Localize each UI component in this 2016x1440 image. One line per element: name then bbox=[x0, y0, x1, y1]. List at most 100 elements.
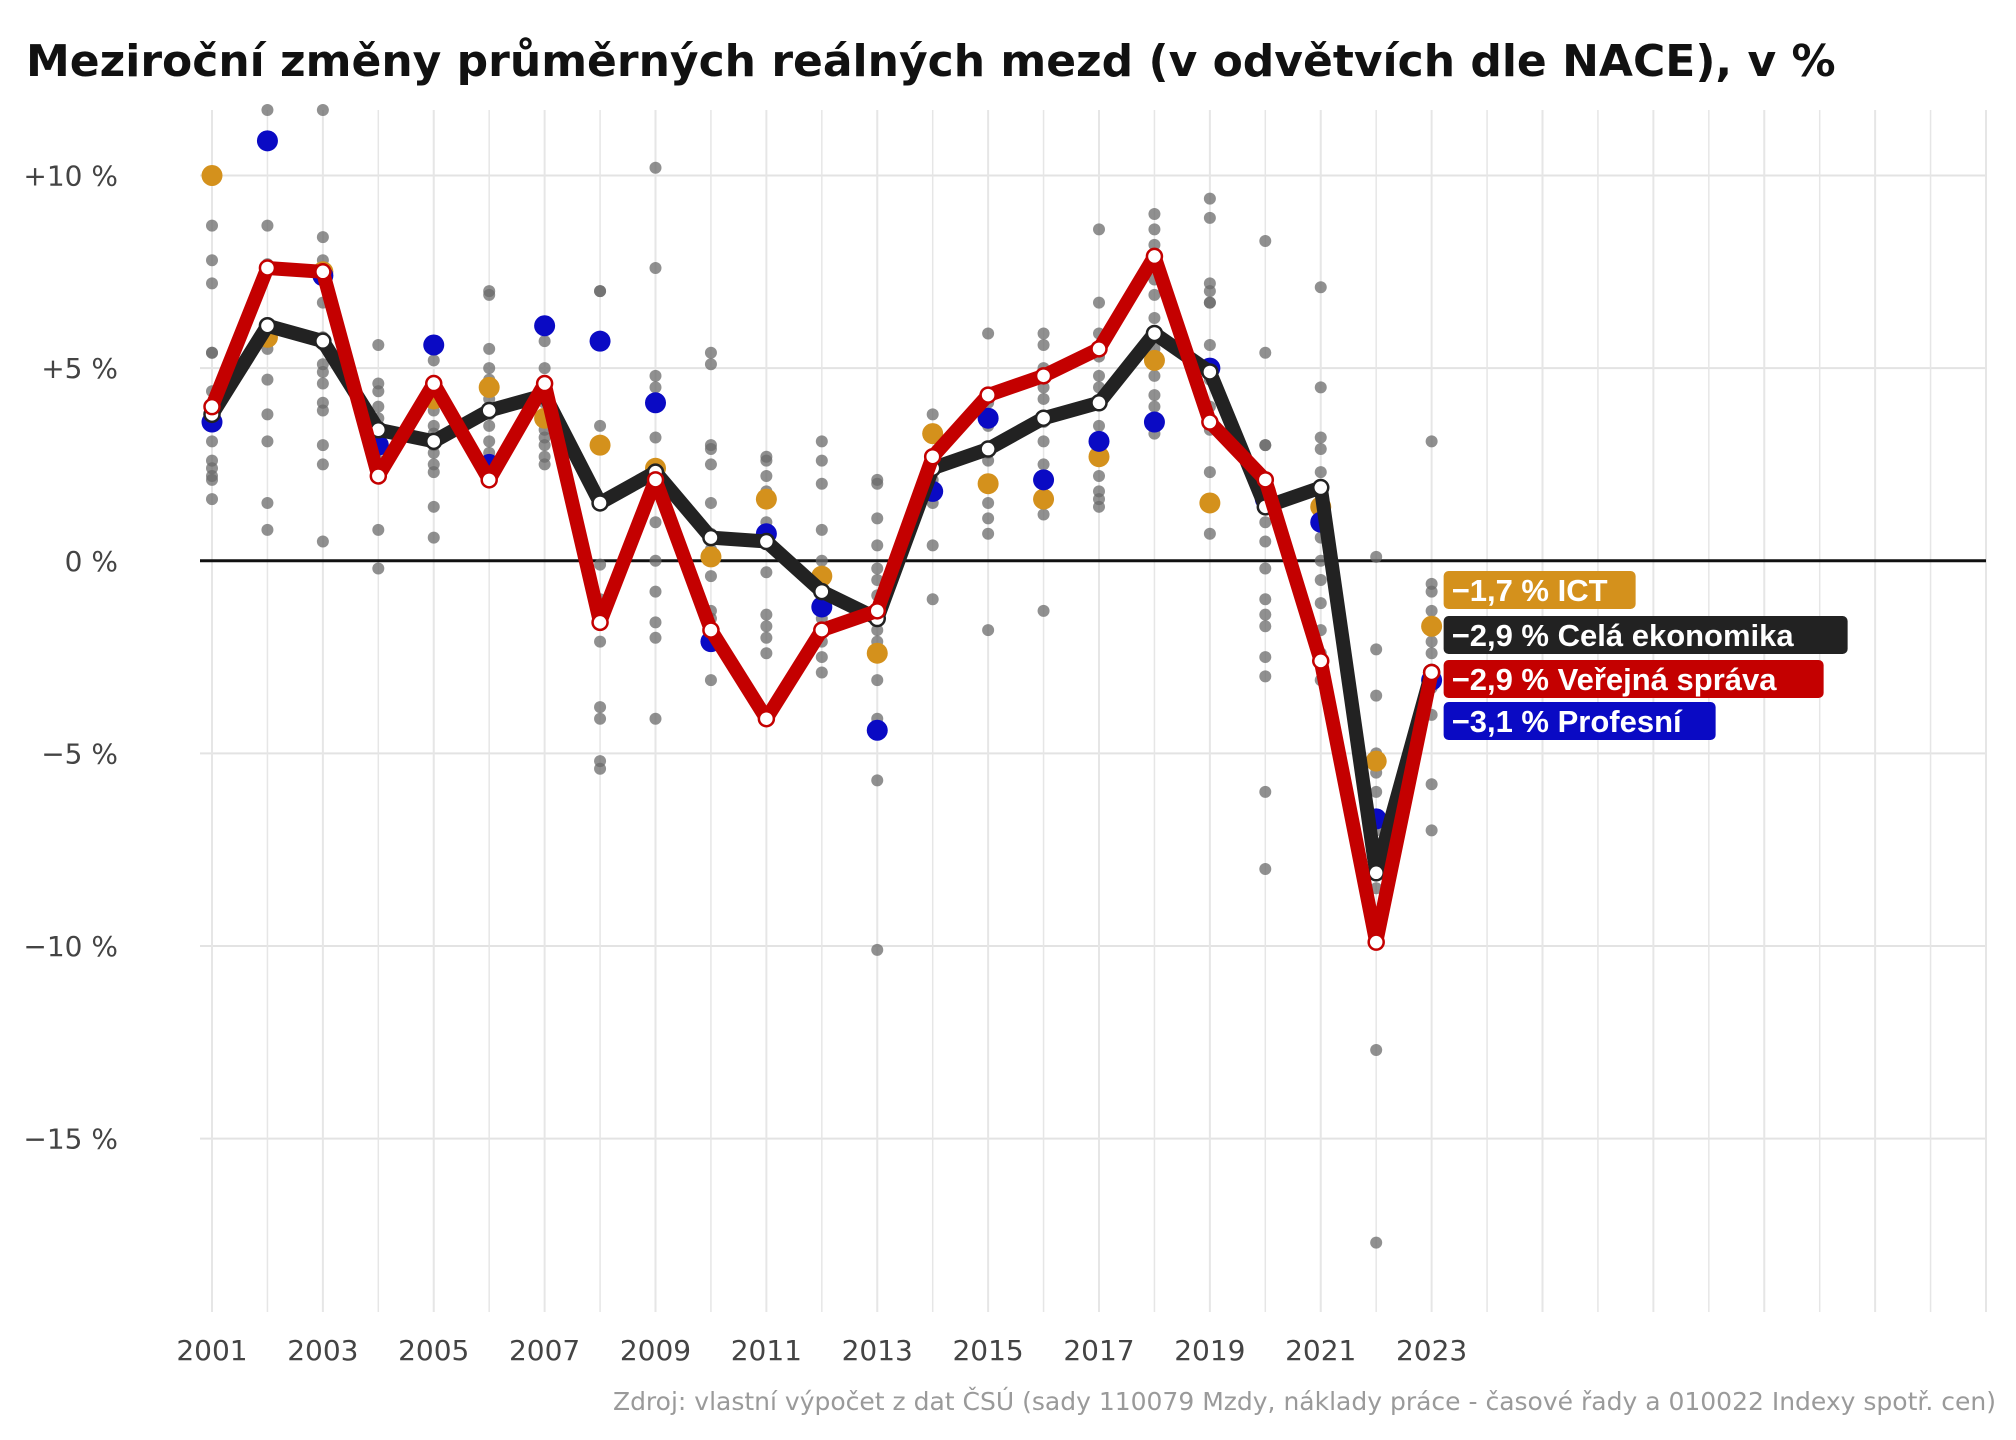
verejna_sprava-marker bbox=[1090, 340, 1108, 358]
other-industry-point bbox=[1370, 550, 1383, 563]
other-industry-point bbox=[206, 493, 218, 506]
other-industry-point bbox=[1148, 208, 1161, 221]
other-industry-point bbox=[538, 362, 551, 375]
x-tick-label: 2009 bbox=[620, 1334, 691, 1367]
ict-point bbox=[1365, 750, 1387, 772]
other-industry-point bbox=[1093, 500, 1105, 513]
other-industry-point bbox=[427, 354, 440, 367]
other-industry-point bbox=[815, 523, 828, 536]
other-industry-point bbox=[871, 562, 884, 575]
other-industry-point bbox=[704, 358, 717, 371]
celkem-marker bbox=[1201, 363, 1219, 381]
other-industry-point bbox=[372, 339, 385, 352]
other-industry-point bbox=[206, 254, 218, 267]
other-industry-point bbox=[372, 385, 385, 398]
y-tick-label: 0 % bbox=[65, 545, 118, 578]
other-industry-point bbox=[427, 500, 440, 513]
ict-point bbox=[478, 376, 500, 398]
other-industry-point bbox=[1037, 327, 1050, 340]
other-industry-point bbox=[261, 435, 274, 448]
end-label-profesni: −3,1 % Profesní bbox=[1443, 702, 1716, 740]
other-industry-point bbox=[1148, 288, 1161, 301]
other-industry-point bbox=[594, 635, 607, 648]
other-industry-point bbox=[760, 620, 773, 633]
other-industry-point bbox=[1037, 381, 1050, 394]
other-industry-point bbox=[538, 335, 551, 348]
other-industry-point bbox=[1037, 458, 1050, 471]
verejna_sprava-marker bbox=[757, 709, 776, 728]
other-industry-point bbox=[649, 369, 662, 382]
verejna_sprava-marker bbox=[1256, 471, 1275, 489]
other-industry-point bbox=[206, 346, 218, 359]
other-industry-point bbox=[871, 774, 884, 787]
y-tick-label: −10 % bbox=[23, 930, 118, 963]
other-industry-point bbox=[1314, 466, 1327, 479]
other-industry-point bbox=[1203, 527, 1216, 540]
other-industry-point bbox=[1425, 435, 1438, 448]
other-industry-point bbox=[372, 400, 385, 413]
other-industry-point bbox=[1203, 285, 1216, 298]
end-label-background bbox=[1443, 616, 1848, 654]
other-industry-point bbox=[1037, 435, 1050, 448]
other-industry-point bbox=[1259, 535, 1272, 548]
x-tick-label: 2021 bbox=[1285, 1334, 1356, 1367]
other-industry-point bbox=[1037, 339, 1050, 352]
other-industry-point bbox=[1314, 431, 1327, 444]
other-industry-point bbox=[316, 535, 329, 548]
other-industry-point bbox=[1425, 604, 1438, 617]
other-industry-point bbox=[206, 435, 218, 448]
profesni-point bbox=[256, 130, 278, 152]
celkem-marker bbox=[702, 528, 720, 547]
other-industry-point bbox=[1148, 238, 1161, 251]
other-industry-point bbox=[316, 458, 329, 471]
other-industry-point bbox=[1148, 223, 1161, 236]
other-industry-point bbox=[704, 458, 717, 471]
end-label-background bbox=[1443, 660, 1824, 698]
other-industry-point bbox=[261, 373, 274, 386]
ict-point bbox=[1143, 349, 1165, 371]
celkem-marker bbox=[1367, 864, 1385, 882]
end-label-background bbox=[1443, 571, 1636, 609]
end-label-text: −1,7 % ICT bbox=[1452, 573, 1608, 608]
other-industry-point bbox=[206, 277, 218, 290]
profesni-point bbox=[589, 330, 611, 352]
other-industry-point bbox=[1093, 223, 1105, 236]
other-industry-point bbox=[815, 651, 828, 664]
ict-point bbox=[201, 164, 223, 186]
other-industry-point bbox=[982, 496, 995, 509]
profesni-point bbox=[1088, 430, 1110, 452]
other-industry-point bbox=[815, 666, 828, 679]
other-industry-point bbox=[1425, 824, 1438, 837]
profesni-point bbox=[977, 407, 999, 429]
other-industry-point bbox=[1203, 339, 1216, 352]
other-industry-point bbox=[1370, 1236, 1383, 1249]
celkem-marker bbox=[425, 432, 443, 451]
x-tick-label: 2013 bbox=[842, 1334, 913, 1367]
other-industry-point bbox=[649, 616, 662, 629]
x-axis-tick-labels: 2001 2003 2005 2007 2009 2011 2013 2015 2017 2019… bbox=[176, 1334, 1467, 1367]
other-industry-point bbox=[760, 608, 773, 621]
other-industry-point bbox=[871, 624, 884, 637]
other-industry-point bbox=[649, 161, 662, 174]
ict-point bbox=[1033, 488, 1055, 510]
other-industry-point bbox=[316, 231, 329, 244]
other-industry-point bbox=[1314, 381, 1327, 394]
ict-point bbox=[700, 546, 722, 568]
verejna_sprava-marker bbox=[1422, 663, 1441, 682]
other-industry-point bbox=[538, 458, 551, 471]
other-industry-point bbox=[372, 562, 385, 575]
celkem-marker bbox=[480, 401, 498, 420]
other-industry-point bbox=[1259, 439, 1272, 452]
x-tick-label: 2019 bbox=[1174, 1334, 1245, 1367]
other-industry-point bbox=[483, 288, 496, 301]
x-tick-label: 2011 bbox=[731, 1334, 802, 1367]
other-industry-point bbox=[1203, 192, 1216, 205]
x-tick-label: 2017 bbox=[1063, 1334, 1134, 1367]
profesni-point bbox=[534, 315, 556, 337]
other-industry-point bbox=[815, 554, 828, 567]
verejna_sprava-marker bbox=[425, 374, 443, 393]
x-tick-label: 2005 bbox=[398, 1334, 469, 1367]
other-industry-point bbox=[1259, 862, 1272, 875]
y-tick-label: −15 % bbox=[23, 1123, 118, 1156]
